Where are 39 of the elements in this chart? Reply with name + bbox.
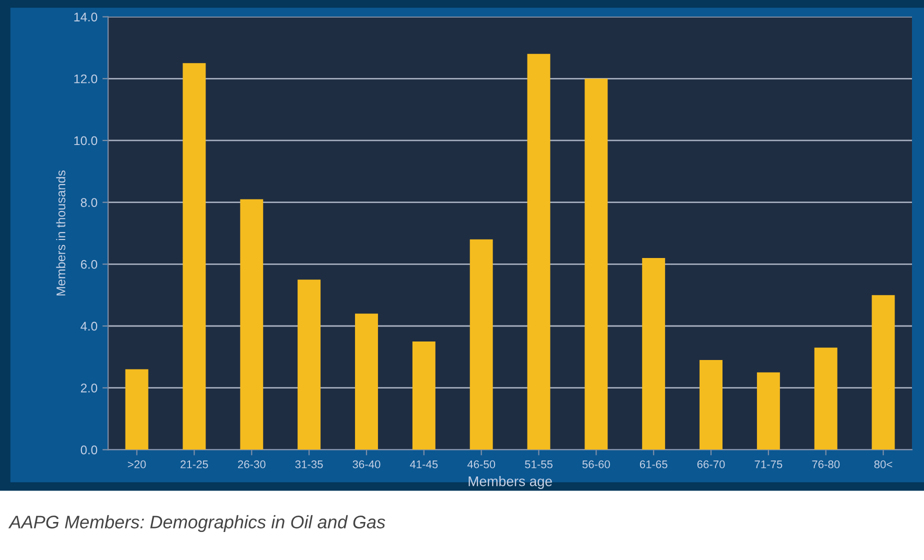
bar xyxy=(527,54,550,450)
bar xyxy=(470,239,493,450)
x-tick-label: 56-60 xyxy=(582,460,610,468)
x-tick-label: 66-70 xyxy=(697,460,725,468)
x-tick-label: 36-40 xyxy=(352,460,380,468)
x-tick-label: >20 xyxy=(128,460,146,468)
bar xyxy=(240,199,264,450)
bar xyxy=(584,78,608,450)
x-tick-label: 46-50 xyxy=(467,460,496,468)
x-tick-label: 71-75 xyxy=(754,460,782,468)
y-tick-label: 4.0 xyxy=(80,322,98,331)
bar xyxy=(756,372,780,450)
y-tick-label: 0.0 xyxy=(80,445,98,454)
x-tick-label: 26-30 xyxy=(238,460,266,468)
x-tick-label: 51-55 xyxy=(524,460,553,468)
y-tick-label: 10.0 xyxy=(74,136,98,146)
x-tick-label: 76-80 xyxy=(812,460,840,468)
bar xyxy=(125,369,148,450)
x-axis-title: Members age xyxy=(468,476,552,489)
bar xyxy=(700,360,722,450)
bar xyxy=(814,348,838,450)
text: AAPG Members: Demographics in Oil and Gas xyxy=(8,515,386,532)
x-tick-label: 61-65 xyxy=(640,460,668,468)
y-axis-title: Members in thousands xyxy=(56,170,66,296)
bar xyxy=(355,314,378,450)
y-tick-label: 8.0 xyxy=(80,198,98,207)
x-tick-label: 21-25 xyxy=(180,460,208,468)
bar xyxy=(872,295,895,450)
x-tick-label: 31-35 xyxy=(295,460,323,468)
bar xyxy=(412,341,436,450)
y-tick-label: 6.0 xyxy=(80,260,98,269)
y-tick-label: 14.0 xyxy=(74,12,98,22)
x-tick-label: 80< xyxy=(874,460,892,468)
bar xyxy=(642,258,666,450)
y-tick-label: 2.0 xyxy=(80,384,98,392)
x-tick-label: 41-45 xyxy=(410,460,438,468)
y-tick-label: 12.0 xyxy=(74,74,98,84)
bar xyxy=(182,63,206,450)
bar xyxy=(298,280,321,450)
